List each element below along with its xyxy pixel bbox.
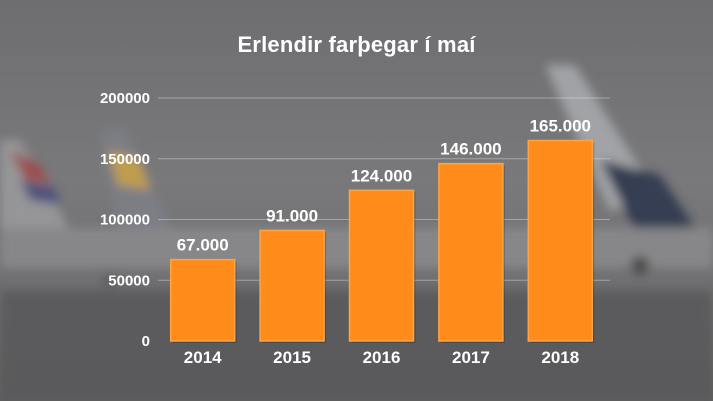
y-tick-label: 0 [142, 333, 150, 350]
bar [169, 258, 236, 342]
bar [438, 162, 504, 342]
x-tick-label: 2017 [452, 348, 490, 367]
y-tick-label: 150000 [100, 151, 150, 168]
x-tick-label: 2018 [541, 348, 579, 367]
data-label: 146.000 [440, 140, 501, 159]
x-tick-label: 2015 [273, 348, 311, 367]
data-label: 165.000 [530, 117, 591, 136]
bar [527, 139, 594, 342]
data-label: 91.000 [266, 206, 318, 225]
bar [259, 229, 325, 342]
y-tick-label: 50000 [108, 272, 150, 289]
data-label: 67.000 [177, 236, 229, 255]
y-tick-label: 100000 [100, 212, 150, 229]
y-tick-label: 200000 [100, 90, 150, 107]
bar [348, 189, 415, 342]
x-tick-label: 2014 [184, 348, 222, 367]
chart-title: Erlendir farþegar í maí [237, 32, 476, 57]
data-label: 124.000 [351, 166, 412, 185]
x-tick-label: 2016 [363, 348, 401, 367]
